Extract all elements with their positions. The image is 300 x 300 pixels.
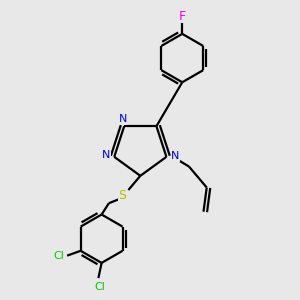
Text: N: N xyxy=(118,114,127,124)
Text: F: F xyxy=(179,10,186,22)
Text: Cl: Cl xyxy=(53,250,64,261)
Text: N: N xyxy=(102,150,110,160)
Text: N: N xyxy=(171,151,180,161)
Text: S: S xyxy=(118,189,127,202)
Text: Cl: Cl xyxy=(94,282,105,292)
